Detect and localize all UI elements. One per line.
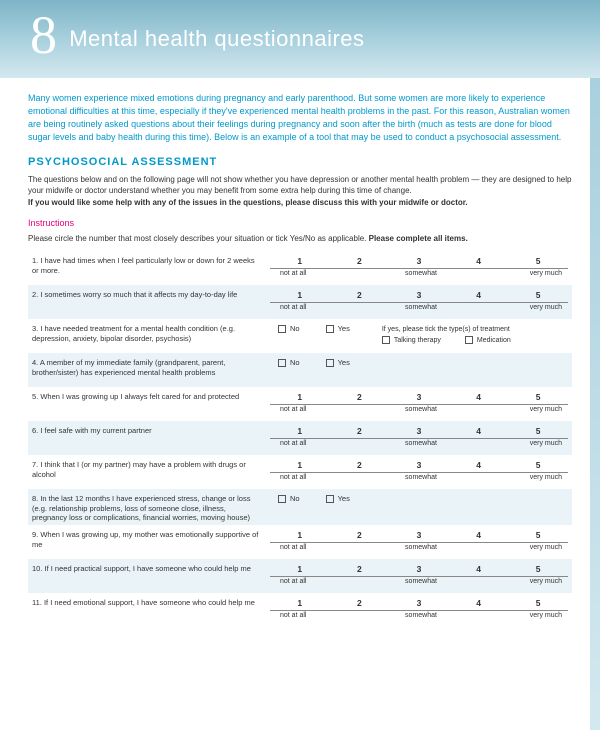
checkbox-medication[interactable]: Medication bbox=[465, 335, 511, 346]
section-intro-bold: If you would like some help with any of … bbox=[28, 198, 468, 207]
section-title: PSYCHOSOCIAL ASSESSMENT bbox=[28, 156, 572, 168]
scale-1[interactable]: 1 bbox=[270, 288, 330, 302]
likert-scale[interactable]: 12345 not at allsomewhatvery much bbox=[270, 596, 568, 619]
yesno-group: No Yes bbox=[270, 356, 568, 367]
question-text: 11. If I need emotional support, I have … bbox=[32, 596, 270, 608]
instructions-label: Instructions bbox=[28, 218, 572, 228]
checkbox-icon bbox=[278, 359, 286, 367]
scale-label-left: not at all bbox=[270, 270, 345, 277]
question-row-1: 1. I have had times when I feel particul… bbox=[28, 251, 572, 285]
yesno-group: No Yes bbox=[270, 492, 568, 503]
chapter-number: 8 bbox=[30, 8, 57, 62]
question-text: 1. I have had times when I feel particul… bbox=[32, 254, 270, 276]
treatment-options: If yes, please tick the type(s) of treat… bbox=[382, 324, 533, 346]
scale-label-left: not at all bbox=[270, 304, 345, 311]
checkbox-icon bbox=[465, 336, 473, 344]
scale-label-mid: somewhat bbox=[394, 304, 448, 311]
question-row-9: 9. When I was growing up, my mother was … bbox=[28, 525, 572, 559]
question-text: 4. A member of my immediate family (gran… bbox=[32, 356, 270, 378]
scale-4[interactable]: 4 bbox=[449, 288, 509, 302]
checkbox-icon bbox=[278, 495, 286, 503]
scale-1[interactable]: 1 bbox=[270, 390, 330, 404]
checkbox-icon bbox=[326, 325, 334, 333]
question-text: 3. I have needed treatment for a mental … bbox=[32, 322, 270, 344]
likert-scale[interactable]: 1 2 3 4 5 not at all somewhat very much bbox=[270, 254, 568, 277]
chapter-title: Mental health questionnaires bbox=[69, 26, 364, 52]
scale-2[interactable]: 2 bbox=[330, 390, 390, 404]
checkbox-icon bbox=[278, 325, 286, 333]
scale-2[interactable]: 2 bbox=[330, 288, 390, 302]
section-intro: The questions below and on the following… bbox=[28, 174, 572, 208]
question-row-3: 3. I have needed treatment for a mental … bbox=[28, 319, 572, 353]
question-text: 8. In the last 12 months I have experien… bbox=[32, 492, 270, 523]
scale-3[interactable]: 3 bbox=[389, 288, 449, 302]
question-row-2: 2. I sometimes worry so much that it aff… bbox=[28, 285, 572, 319]
scale-3[interactable]: 3 bbox=[389, 390, 449, 404]
checkbox-talking[interactable]: Talking therapy bbox=[382, 335, 441, 346]
likert-scale[interactable]: 12345 not at allsomewhatvery much bbox=[270, 528, 568, 551]
question-text: 2. I sometimes worry so much that it aff… bbox=[32, 288, 270, 300]
question-row-5: 5. When I was growing up I always felt c… bbox=[28, 387, 572, 421]
question-text: 7. I think that I (or my partner) may ha… bbox=[32, 458, 270, 480]
scale-5[interactable]: 5 bbox=[508, 254, 568, 268]
checkbox-no[interactable]: No bbox=[278, 358, 300, 367]
scale-label-right: very much bbox=[497, 270, 568, 277]
likert-scale[interactable]: 12345 not at allsomewhatvery much bbox=[270, 562, 568, 585]
likert-scale[interactable]: 12345 not at allsomewhatvery much bbox=[270, 424, 568, 447]
likert-scale[interactable]: 12345 not at allsomewhatvery much bbox=[270, 458, 568, 481]
content-area: Many women experience mixed emotions dur… bbox=[0, 78, 600, 637]
checkbox-no[interactable]: No bbox=[278, 494, 300, 503]
question-row-6: 6. I feel safe with my current partner 1… bbox=[28, 421, 572, 455]
scale-5[interactable]: 5 bbox=[508, 288, 568, 302]
question-row-8: 8. In the last 12 months I have experien… bbox=[28, 489, 572, 525]
right-gradient-bar bbox=[590, 78, 600, 730]
scale-label-right: very much bbox=[497, 304, 568, 311]
question-text: 10. If I need practical support, I have … bbox=[32, 562, 270, 574]
checkbox-icon bbox=[326, 359, 334, 367]
treatment-prompt: If yes, please tick the type(s) of treat… bbox=[382, 326, 510, 333]
checkbox-yes[interactable]: Yes bbox=[326, 494, 350, 503]
checkbox-icon bbox=[382, 336, 390, 344]
question-text: 5. When I was growing up I always felt c… bbox=[32, 390, 270, 402]
scale-4[interactable]: 4 bbox=[449, 390, 509, 404]
scale-4[interactable]: 4 bbox=[449, 254, 509, 268]
intro-paragraph: Many women experience mixed emotions dur… bbox=[28, 92, 572, 144]
yesno-group: No Yes If yes, please tick the type(s) o… bbox=[270, 322, 568, 346]
question-row-7: 7. I think that I (or my partner) may ha… bbox=[28, 455, 572, 489]
instructions-text: Please circle the number that most close… bbox=[28, 234, 572, 243]
page-header: 8 Mental health questionnaires bbox=[0, 0, 600, 78]
section-intro-plain: The questions below and on the following… bbox=[28, 175, 571, 195]
question-text: 9. When I was growing up, my mother was … bbox=[32, 528, 270, 550]
checkbox-yes[interactable]: Yes bbox=[326, 358, 350, 367]
scale-3[interactable]: 3 bbox=[389, 254, 449, 268]
scale-5[interactable]: 5 bbox=[508, 390, 568, 404]
checkbox-no[interactable]: No bbox=[278, 324, 300, 333]
question-row-4: 4. A member of my immediate family (gran… bbox=[28, 353, 572, 387]
likert-scale[interactable]: 12345 not at allsomewhatvery much bbox=[270, 390, 568, 413]
question-row-11: 11. If I need emotional support, I have … bbox=[28, 593, 572, 627]
instructions-plain: Please circle the number that most close… bbox=[28, 234, 369, 243]
scale-1[interactable]: 1 bbox=[270, 254, 330, 268]
question-row-10: 10. If I need practical support, I have … bbox=[28, 559, 572, 593]
question-text: 6. I feel safe with my current partner bbox=[32, 424, 270, 436]
checkbox-icon bbox=[326, 495, 334, 503]
checkbox-yes[interactable]: Yes bbox=[326, 324, 350, 333]
scale-label-mid: somewhat bbox=[394, 270, 448, 277]
likert-scale[interactable]: 1 2 3 4 5 not at all somewhat very much bbox=[270, 288, 568, 311]
scale-2[interactable]: 2 bbox=[330, 254, 390, 268]
instructions-bold: Please complete all items. bbox=[369, 234, 468, 243]
